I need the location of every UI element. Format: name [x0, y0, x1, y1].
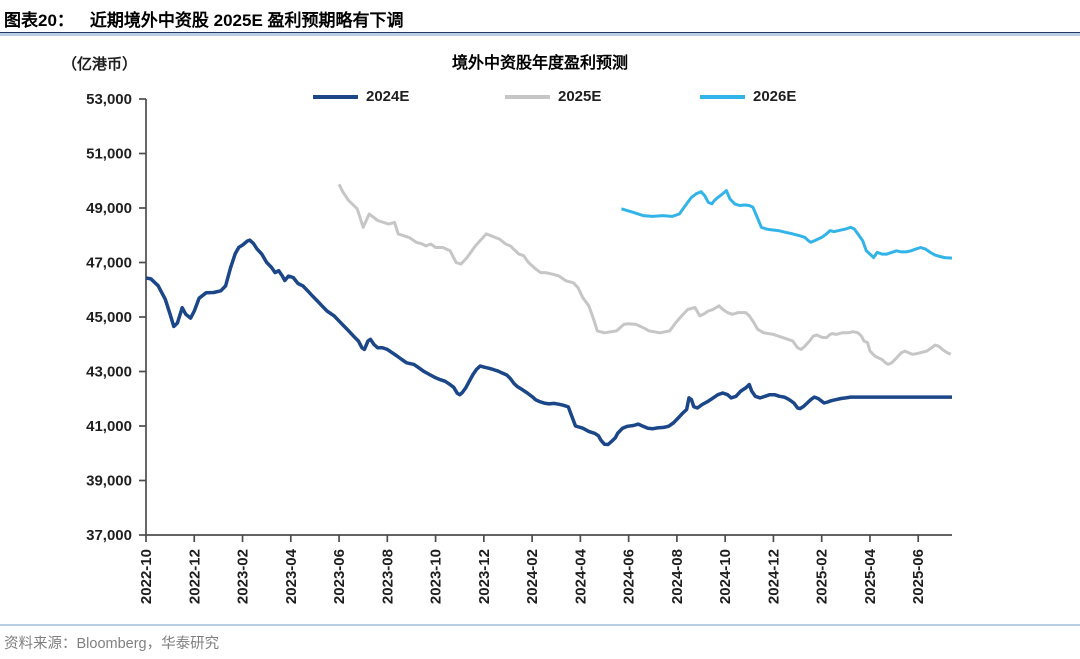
y-axis-tick-label: 37,000	[86, 527, 132, 544]
x-axis-tick-label: 2023-10	[428, 549, 445, 604]
legend-label-2024e: 2024E	[366, 88, 410, 105]
x-axis-tick-label: 2023-12	[476, 549, 493, 604]
x-axis-tick-label: 2023-06	[331, 549, 348, 604]
footer-divider	[0, 624, 1080, 626]
legend-label-2025e: 2025E	[558, 88, 602, 105]
legend-item-2026e: 2026E	[700, 89, 796, 105]
x-axis-tick-label: 2024-06	[621, 549, 638, 604]
series-line-2025e	[337, 183, 952, 366]
x-axis-tick-label: 2025-04	[862, 548, 879, 604]
x-axis-tick-label: 2025-02	[814, 549, 831, 604]
y-axis-tick-label: 47,000	[86, 255, 132, 272]
x-axis-tick-label: 2022-10	[138, 549, 155, 604]
legend-swatch-2025e	[505, 95, 550, 99]
legend-swatch-2026e	[700, 95, 745, 99]
x-axis-tick-label: 2024-04	[572, 548, 589, 604]
y-axis-tick-label: 43,000	[86, 364, 132, 381]
y-axis-tick-label: 53,000	[86, 91, 132, 108]
x-axis-tick-label: 2024-12	[765, 549, 782, 604]
y-axis-tick-label: 41,000	[86, 418, 132, 435]
x-axis-tick-label: 2022-12	[186, 549, 203, 604]
header-divider	[0, 32, 1080, 36]
source-note: 资料来源：Bloomberg，华泰研究	[4, 636, 220, 652]
x-axis-tick-label: 2023-08	[379, 549, 396, 604]
y-axis-unit-label: （亿港币）	[62, 56, 138, 73]
figure-title: 近期境外中资股 2025E 盈利预期略有下调	[89, 11, 404, 30]
x-axis-tick-label: 2024-10	[717, 549, 734, 604]
y-axis-tick-label: 45,000	[86, 309, 132, 326]
y-axis-tick-label: 39,000	[86, 473, 132, 490]
figure-header: 图表20： 近期境外中资股 2025E 盈利预期略有下调	[4, 6, 404, 31]
chart-title: 境外中资股年度盈利预测	[451, 55, 629, 72]
figure-number-label: 图表20：	[4, 11, 74, 30]
y-axis-tick-label: 49,000	[86, 200, 132, 217]
legend-label-2026e: 2026E	[753, 88, 797, 105]
y-axis-tick-label: 51,000	[86, 146, 132, 163]
legend-item-2024e: 2024E	[313, 89, 409, 105]
x-axis-tick-label: 2024-08	[669, 549, 686, 604]
series-line-2026e	[620, 189, 953, 260]
chart-legend: 2024E 2025E 2026E	[0, 89, 1080, 105]
axis-lines	[145, 99, 952, 536]
x-axis-tick-label: 2024-02	[524, 549, 541, 604]
x-axis-tick-label: 2023-02	[235, 549, 252, 604]
series-line-2024e	[145, 238, 952, 447]
x-axis-tick-label: 2025-06	[910, 549, 927, 604]
legend-item-2025e: 2025E	[505, 89, 601, 105]
legend-swatch-2024e	[313, 95, 358, 99]
x-axis-tick-label: 2023-04	[283, 548, 300, 604]
